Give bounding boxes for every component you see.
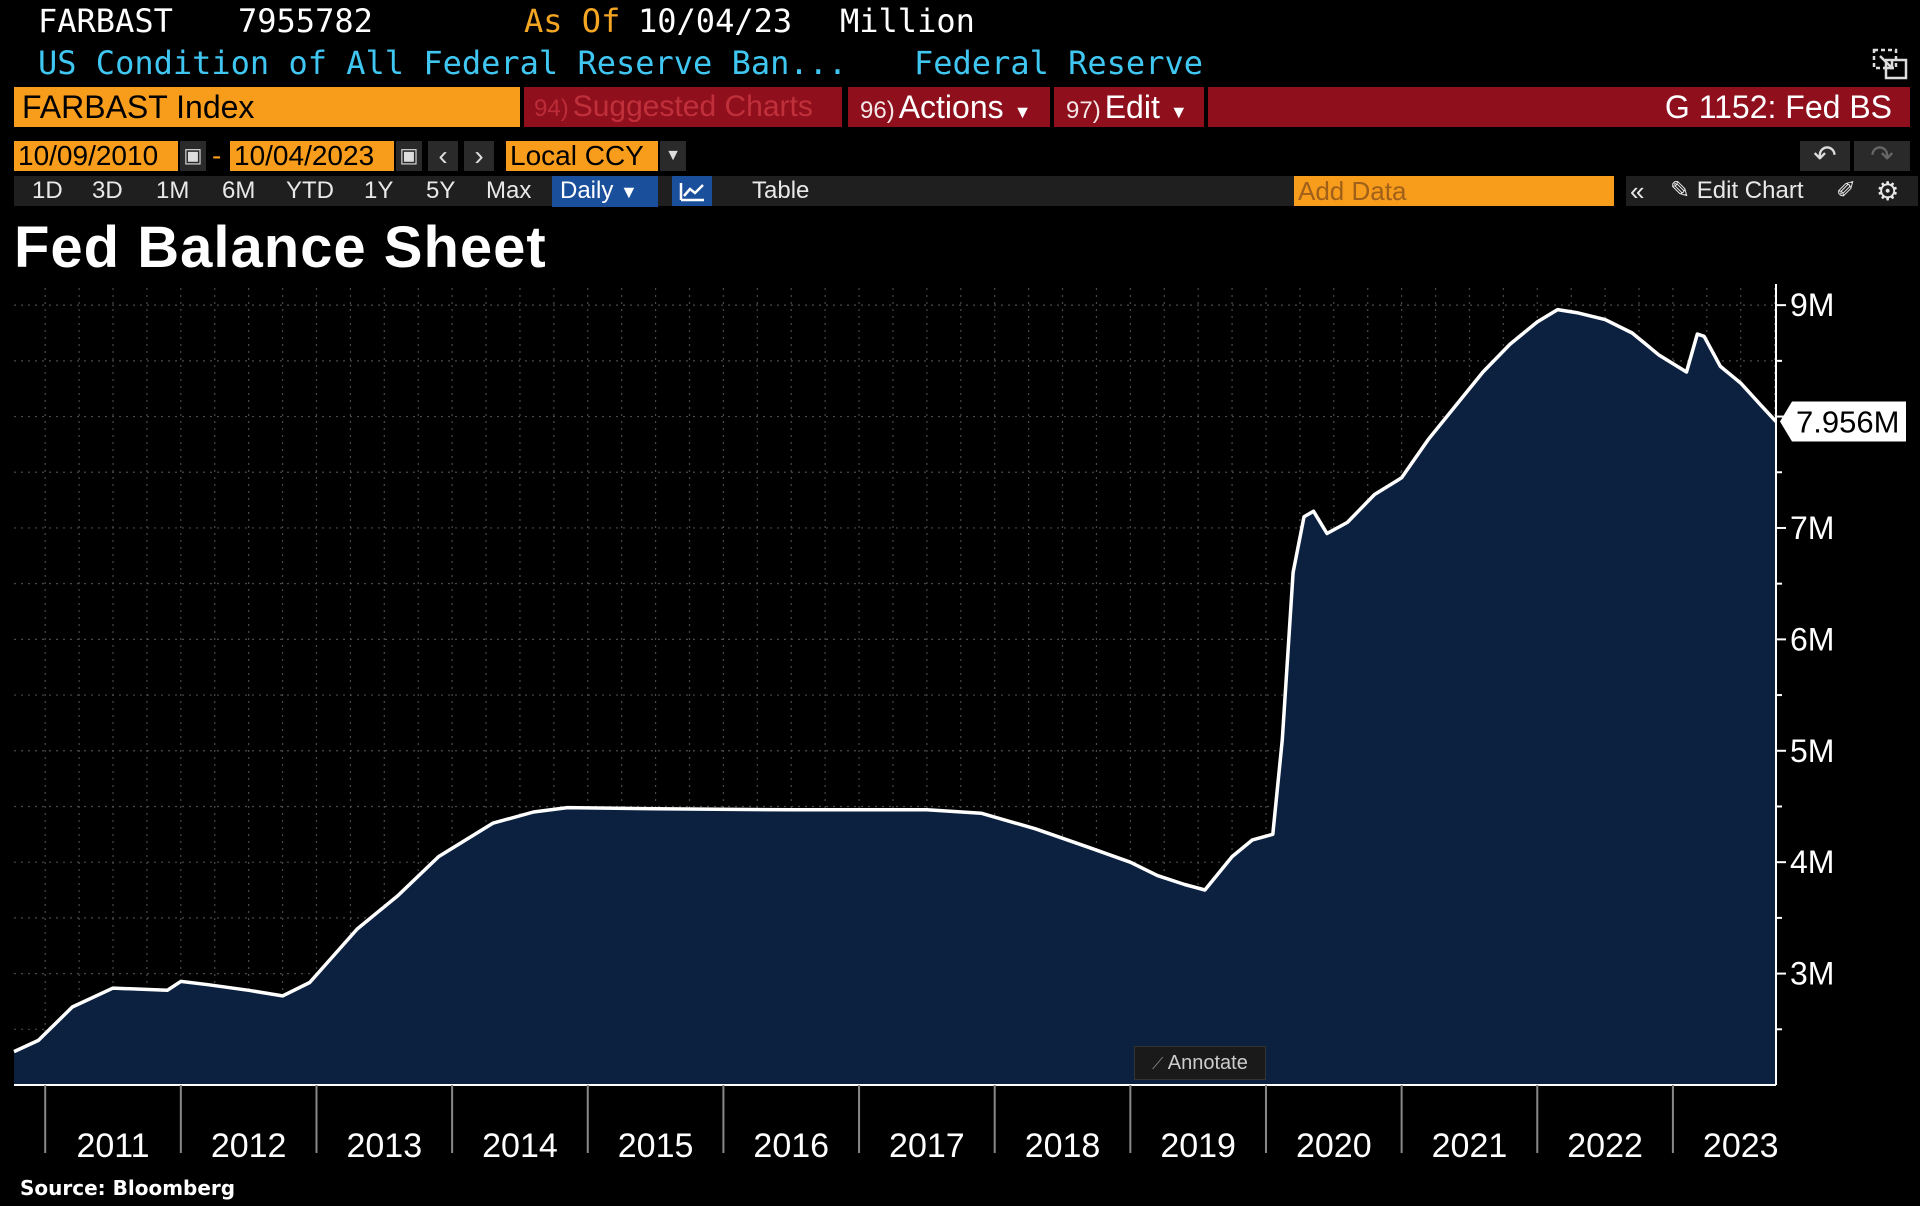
x-tick-label: 2023: [1703, 1127, 1779, 1165]
x-tick-label: 2017: [889, 1127, 965, 1165]
x-tick-label: 2011: [76, 1127, 149, 1165]
x-tick-label: 2015: [618, 1127, 694, 1165]
period-3d[interactable]: 3D: [92, 177, 123, 204]
x-tick-label: 2012: [211, 1127, 287, 1165]
date-separator: -: [212, 140, 222, 171]
table-tab[interactable]: Table: [752, 177, 810, 204]
suggested-charts-button[interactable]: 94) Suggested Charts: [524, 87, 842, 127]
period-1d[interactable]: 1D: [32, 177, 63, 204]
y-tick-label: 5M: [1790, 733, 1834, 769]
add-data-input[interactable]: Add Data: [1294, 176, 1614, 206]
double-chevron-left-icon[interactable]: «: [1630, 176, 1645, 206]
last-value-label: 7.956M: [1796, 404, 1899, 439]
gear-icon[interactable]: ⚙: [1876, 176, 1900, 206]
units: Million: [840, 2, 975, 40]
x-tick-label: 2013: [346, 1127, 422, 1165]
graph-title: G 1152: Fed BS: [1208, 87, 1910, 127]
edit-chart-button[interactable]: ✎ Edit Chart: [1670, 176, 1804, 206]
series-area: [14, 309, 1776, 1086]
previous-arrow-icon[interactable]: ‹: [428, 141, 458, 171]
y-tick-label: 3M: [1790, 956, 1834, 992]
end-date-input[interactable]: 10/04/2023: [230, 141, 394, 171]
suggested-number: 94): [534, 95, 569, 122]
source-note: Source: Bloomberg: [20, 1176, 236, 1200]
y-tick-label: 4M: [1790, 844, 1834, 880]
edit-label: Edit: [1104, 89, 1160, 125]
suggested-label: Suggested Charts: [572, 90, 813, 123]
edit-number: 97): [1066, 97, 1101, 124]
chevron-down-icon: ▼: [620, 182, 638, 202]
chevron-down-icon: ▼: [1169, 102, 1188, 122]
actions-number: 96): [860, 97, 895, 124]
annotate-label: Annotate: [1167, 1052, 1248, 1074]
chevron-down-icon: ▼: [1013, 102, 1032, 122]
y-tick-label: 9M: [1790, 287, 1834, 323]
y-tick-label: 7M: [1790, 510, 1834, 546]
start-date-input[interactable]: 10/09/2010: [14, 141, 178, 171]
undo-icon[interactable]: ↶: [1800, 141, 1850, 171]
annotate-button[interactable]: ⟋ Annotate: [1134, 1046, 1266, 1080]
ticker: FARBAST: [38, 2, 173, 40]
security-description: US Condition of All Federal Reserve Ban.…: [38, 44, 848, 82]
area-chart[interactable]: 2011 2012 2013 2014 2015 2016 2017 2018 2019 2020…: [0, 280, 1920, 1180]
edit-chart-label: Edit Chart: [1696, 177, 1804, 204]
x-tick-label: 2019: [1160, 1127, 1236, 1165]
redo-icon[interactable]: ↷: [1854, 141, 1910, 171]
chart-tools: « ✎ Edit Chart ✐ ⚙: [1626, 176, 1918, 206]
actions-label: Actions: [898, 89, 1004, 125]
popout-icon[interactable]: [1872, 48, 1910, 82]
last-value: 7955782: [238, 2, 373, 40]
last-value-marker: 7.956M: [1780, 401, 1906, 442]
next-arrow-icon[interactable]: ›: [464, 141, 494, 171]
period-5y[interactable]: 5Y: [426, 177, 456, 204]
x-axis: 2011 2012 2013 2014 2015 2016 2017 2018 2019 2020…: [14, 1084, 1779, 1165]
period-max[interactable]: Max: [486, 177, 532, 204]
frequency-label: Daily: [560, 177, 614, 204]
x-tick-label: 2016: [753, 1127, 829, 1165]
x-tick-label: 2022: [1567, 1127, 1643, 1165]
calendar-icon[interactable]: ▣: [180, 141, 206, 171]
security-field[interactable]: FARBAST Index: [14, 87, 520, 127]
y-tick-label: 6M: [1790, 621, 1834, 657]
period-6m[interactable]: 6M: [222, 177, 256, 204]
x-tick-label: 2021: [1432, 1127, 1508, 1165]
x-tick-label: 2018: [1025, 1127, 1101, 1165]
edit-button[interactable]: 97) Edit ▼: [1054, 87, 1204, 127]
actions-button[interactable]: 96) Actions ▼: [848, 87, 1050, 127]
x-tick-label: 2020: [1296, 1127, 1372, 1165]
pencil-icon: ✎: [1670, 177, 1691, 204]
y-axis: 3M 4M 5M 6M 7M 9M: [1775, 284, 1834, 1085]
frequency-select[interactable]: Daily ▼: [552, 176, 658, 207]
currency-select[interactable]: Local CCY: [506, 141, 658, 171]
series-line: [13, 307, 1778, 1054]
period-1m[interactable]: 1M: [156, 177, 190, 204]
as-of-label: As Of: [524, 2, 621, 40]
calendar-icon[interactable]: ▣: [396, 141, 422, 171]
source-name: Federal Reserve: [914, 44, 1203, 82]
chevron-down-icon[interactable]: ▼: [660, 141, 686, 171]
as-of-date: 10/04/23: [638, 2, 793, 40]
pencil-icon: ⟋: [1152, 1056, 1164, 1073]
pencil-icon[interactable]: ✐: [1836, 177, 1857, 204]
chart-title: Fed Balance Sheet: [14, 215, 547, 280]
period-ytd[interactable]: YTD: [286, 177, 334, 204]
x-tick-label: 2014: [482, 1127, 558, 1165]
period-1y[interactable]: 1Y: [364, 177, 394, 204]
line-chart-icon[interactable]: [672, 176, 712, 206]
last-value-badge: [1780, 401, 1906, 442]
